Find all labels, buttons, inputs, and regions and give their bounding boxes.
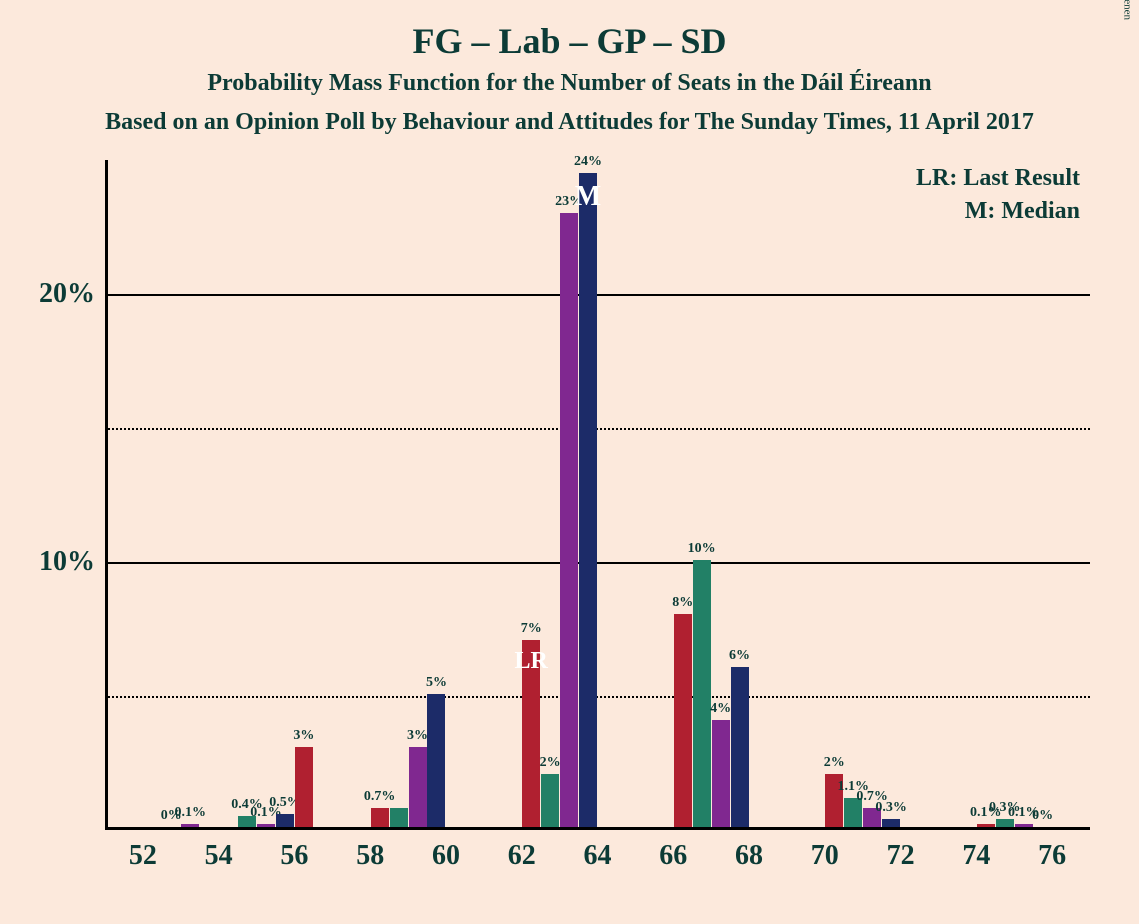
x-tick-label: 60: [432, 840, 460, 872]
bar-value-label: 0.7%: [364, 789, 396, 805]
x-tick-label: 52: [129, 840, 157, 872]
bar: 0.7%: [371, 808, 389, 827]
x-axis: [105, 827, 1090, 830]
bar-value-label: 2%: [540, 755, 561, 771]
bar-value-label: 2%: [824, 755, 845, 771]
x-tick-label: 70: [811, 840, 839, 872]
copyright-text: © 2020 Filip van Laenen: [1121, 0, 1133, 20]
y-axis: [105, 160, 108, 830]
x-tick-label: 76: [1038, 840, 1066, 872]
bar: 0.1%: [977, 824, 995, 827]
bar: 0.1%: [181, 824, 199, 827]
bar-value-label: 3%: [293, 728, 314, 744]
chart-subtitle2: Based on an Opinion Poll by Behaviour an…: [30, 109, 1109, 136]
y-tick-label: 20%: [39, 278, 95, 310]
bar-value-label: 0.3%: [875, 800, 907, 816]
x-tick-label: 68: [735, 840, 763, 872]
x-tick-label: 62: [508, 840, 536, 872]
bar: 0.3%: [882, 819, 900, 827]
x-tick-label: 74: [962, 840, 990, 872]
bar-value-label: 3%: [407, 728, 428, 744]
bar: 6%: [731, 667, 749, 827]
bar: 10%: [693, 560, 711, 827]
x-tick-label: 54: [205, 840, 233, 872]
bar: 3%: [295, 747, 313, 827]
bar-marker: M: [575, 181, 601, 213]
x-tick-label: 58: [356, 840, 384, 872]
bar: 0.5%: [276, 814, 294, 827]
bar-value-label: 4%: [710, 701, 731, 717]
bar-value-label: 24%: [574, 154, 602, 170]
plot-area: 10%20%525456586062646668707274760%0.1%0.…: [105, 160, 1090, 830]
bar: 2%: [541, 774, 559, 827]
y-tick-label: 10%: [39, 546, 95, 578]
legend: LR: Last Result M: Median: [916, 165, 1080, 225]
bar: 4%: [712, 720, 730, 827]
chart-subtitle: Probability Mass Function for the Number…: [30, 70, 1109, 97]
gridline-major: [105, 294, 1090, 296]
bar: 3%: [409, 747, 427, 827]
bar: 23%: [560, 213, 578, 827]
chart-container: FG – Lab – GP – SD Probability Mass Func…: [0, 0, 1139, 924]
gridline-minor: [105, 428, 1090, 430]
bar: 7%LR: [522, 640, 540, 827]
chart-title: FG – Lab – GP – SD: [30, 20, 1109, 62]
bar-value-label: 0.1%: [174, 805, 206, 821]
bar-value-label: 10%: [688, 541, 716, 557]
bar-marker: LR: [515, 648, 548, 675]
bar: 5%: [427, 694, 445, 827]
x-tick-label: 72: [887, 840, 915, 872]
x-tick-label: 64: [584, 840, 612, 872]
bar-value-label: 0%: [1032, 808, 1053, 824]
bar-value-label: 6%: [729, 648, 750, 664]
bar: 8%: [674, 614, 692, 827]
x-tick-label: 56: [280, 840, 308, 872]
gridline-minor: [105, 696, 1090, 698]
bar: 0.1%: [257, 824, 275, 827]
x-tick-label: 66: [659, 840, 687, 872]
bar-value-label: 8%: [672, 595, 693, 611]
legend-m: M: Median: [916, 198, 1080, 225]
bar-value-label: 7%: [521, 621, 542, 637]
bar: 0.1%: [1015, 824, 1033, 827]
gridline-major: [105, 562, 1090, 564]
bar: [390, 808, 408, 827]
bar: 24%M: [579, 173, 597, 827]
legend-lr: LR: Last Result: [916, 165, 1080, 192]
bar-value-label: 5%: [426, 675, 447, 691]
